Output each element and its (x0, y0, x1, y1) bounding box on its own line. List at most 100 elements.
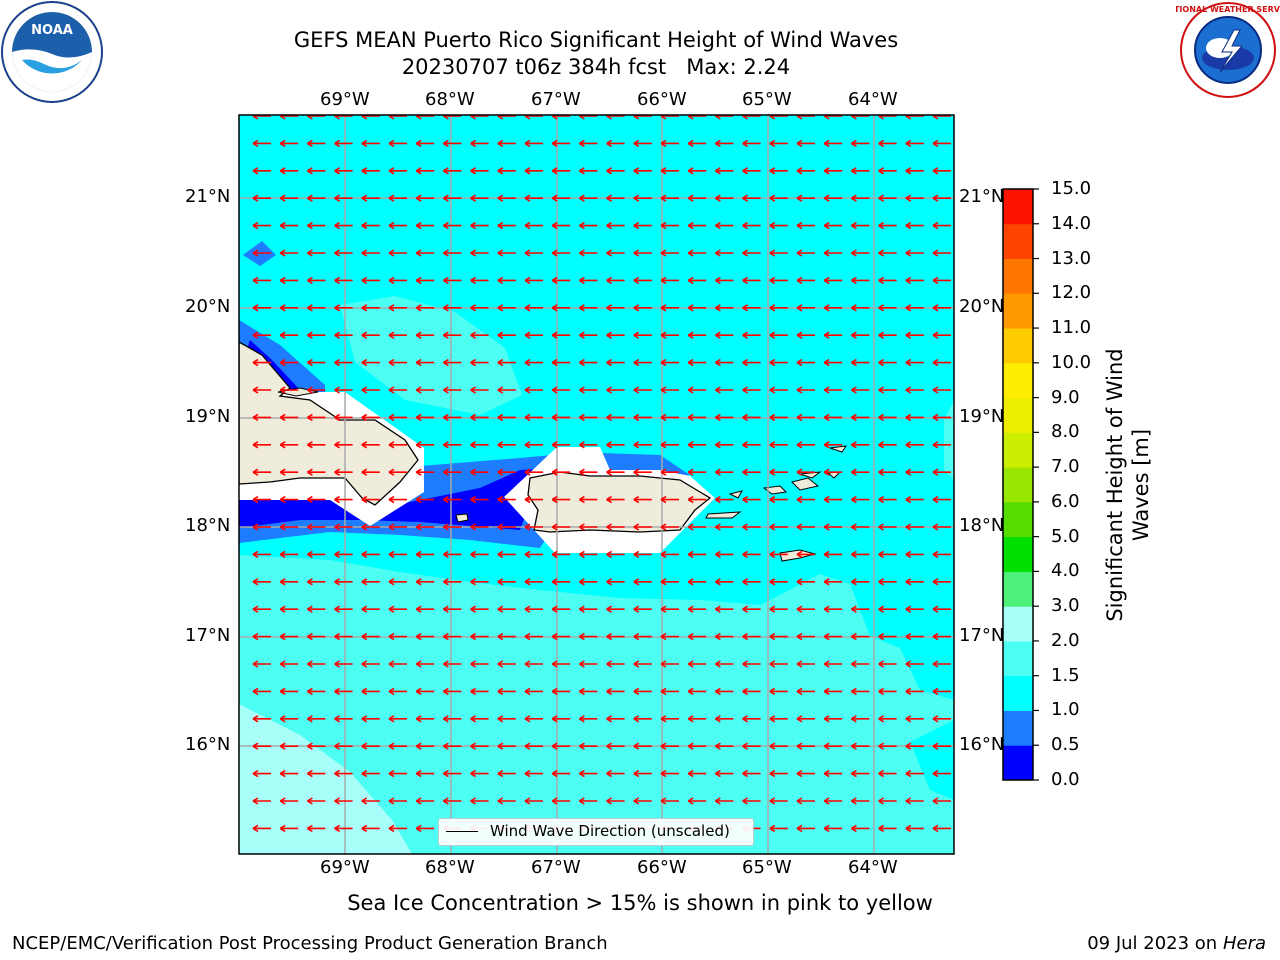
wind-wave-arrow (551, 495, 571, 504)
wind-wave-arrow (334, 550, 353, 559)
wind-wave-arrow (660, 632, 679, 641)
wind-wave-arrow (850, 331, 870, 339)
wind-wave-arrow (796, 769, 815, 778)
wind-wave-arrow (497, 742, 516, 750)
wind-wave-arrow (687, 194, 707, 202)
wind-wave-arrow (878, 605, 897, 613)
wind-wave-arrow (633, 523, 652, 531)
wind-wave-arrow (361, 495, 380, 504)
wind-wave-arrow (714, 605, 734, 613)
wind-wave-arrow (361, 441, 380, 449)
wind-wave-arrow (633, 358, 652, 367)
wind-wave-arrow (470, 304, 489, 312)
wind-wave-arrow (551, 632, 571, 641)
wind-wave-arrow (769, 139, 788, 148)
wind-wave-arrow (388, 221, 407, 230)
wind-wave-arrow (687, 331, 707, 339)
wind-wave-arrow (878, 495, 897, 504)
wind-wave-arrow (361, 550, 380, 559)
legend-line-sample (446, 831, 478, 832)
colorbar-segment (1003, 362, 1033, 399)
wind-wave-arrow (524, 495, 543, 504)
wind-wave-arrow (578, 550, 598, 559)
wind-wave-arrow (742, 550, 761, 559)
wind-wave-arrow (497, 167, 516, 175)
wind-wave-arrow (415, 769, 435, 778)
land-mona (455, 513, 469, 523)
wind-wave-arrow (687, 632, 707, 641)
field-1.5-2.0-south (239, 555, 954, 854)
wind-wave-arrow (687, 495, 707, 504)
wind-wave-arrow (497, 660, 516, 668)
wind-wave-arrow (524, 413, 543, 422)
wind-wave-arrow (878, 797, 897, 805)
wind-wave-arrow (905, 304, 924, 312)
wind-wave-arrow (415, 523, 435, 531)
wind-wave-arrow (551, 441, 571, 449)
wind-wave-arrow (796, 249, 815, 257)
lat-tick-left: 19°N (185, 406, 231, 427)
noaa-logo-text: NOAA (31, 23, 73, 38)
wind-wave-arrow (334, 797, 353, 805)
wind-wave-arrow (932, 824, 951, 833)
wind-wave-arrow (606, 495, 625, 504)
colorbar-segment (1003, 501, 1033, 538)
wind-wave-arrow (823, 687, 843, 696)
colorbar-tick-label: 11.0 (1051, 317, 1092, 339)
wind-wave-arrow (769, 769, 788, 778)
wind-wave-arrow (905, 687, 924, 696)
wind-wave-arrow (850, 221, 870, 230)
wind-wave-arrow (442, 660, 462, 668)
wind-wave-arrow (796, 687, 815, 696)
wind-wave-arrow (932, 523, 951, 531)
colorbar-tick-label: 13.0 (1051, 247, 1092, 269)
wind-wave-arrow (742, 167, 761, 175)
wind-wave-arrow (415, 249, 435, 257)
wind-wave-arrow (823, 742, 843, 750)
wind-wave-arrow (660, 139, 679, 148)
wind-wave-arrow (524, 797, 543, 805)
wind-wave-arrow (796, 523, 815, 531)
wind-wave-arrow (279, 632, 299, 641)
wind-wave-arrow (769, 687, 788, 696)
wind-wave-arrow (823, 797, 843, 805)
colorbar-segment (1003, 745, 1033, 781)
wind-wave-arrow (497, 139, 516, 148)
wind-wave-arrow (524, 358, 543, 367)
wind-wave-arrow (742, 304, 761, 312)
wind-wave-arrow (524, 468, 543, 476)
lat-tick-right: 17°N (959, 625, 1005, 646)
wind-wave-arrow (660, 304, 679, 312)
wind-wave-arrow (524, 632, 543, 641)
wind-wave-arrow (334, 441, 353, 449)
wind-wave-arrow (796, 331, 815, 339)
wind-wave-arrow (769, 249, 788, 257)
wind-wave-arrow (687, 441, 707, 449)
wind-wave-arrow (497, 550, 516, 559)
lat-tick-left: 20°N (185, 296, 231, 317)
colorbar-tick-label: 5.0 (1051, 525, 1080, 547)
map-frame (238, 114, 955, 855)
wind-wave-arrow (361, 578, 380, 586)
footer-date: 09 Jul 2023 on (1087, 933, 1223, 954)
wind-wave-arrow (497, 578, 516, 586)
wind-wave-arrow (334, 742, 353, 750)
wind-wave-arrow (252, 824, 271, 833)
wind-wave-arrow (742, 578, 761, 586)
lon-tick-top: 64°W (848, 89, 898, 110)
wind-wave-arrow (687, 769, 707, 778)
wind-wave-arrow (878, 167, 897, 175)
wind-wave-arrow (823, 468, 843, 476)
wind-wave-arrow (279, 167, 299, 175)
wind-wave-arrow (442, 578, 462, 586)
wind-wave-arrow (850, 715, 870, 723)
wind-wave-arrow (633, 468, 652, 476)
wind-wave-arrow (470, 386, 489, 394)
wind-wave-arrow (252, 167, 271, 175)
wind-wave-arrow (878, 441, 897, 449)
wind-wave-arrow (497, 358, 516, 367)
wind-wave-arrow (334, 687, 353, 696)
lon-tick-top: 69°W (320, 89, 370, 110)
wind-wave-arrow (714, 769, 734, 778)
wind-wave-arrow (796, 660, 815, 668)
